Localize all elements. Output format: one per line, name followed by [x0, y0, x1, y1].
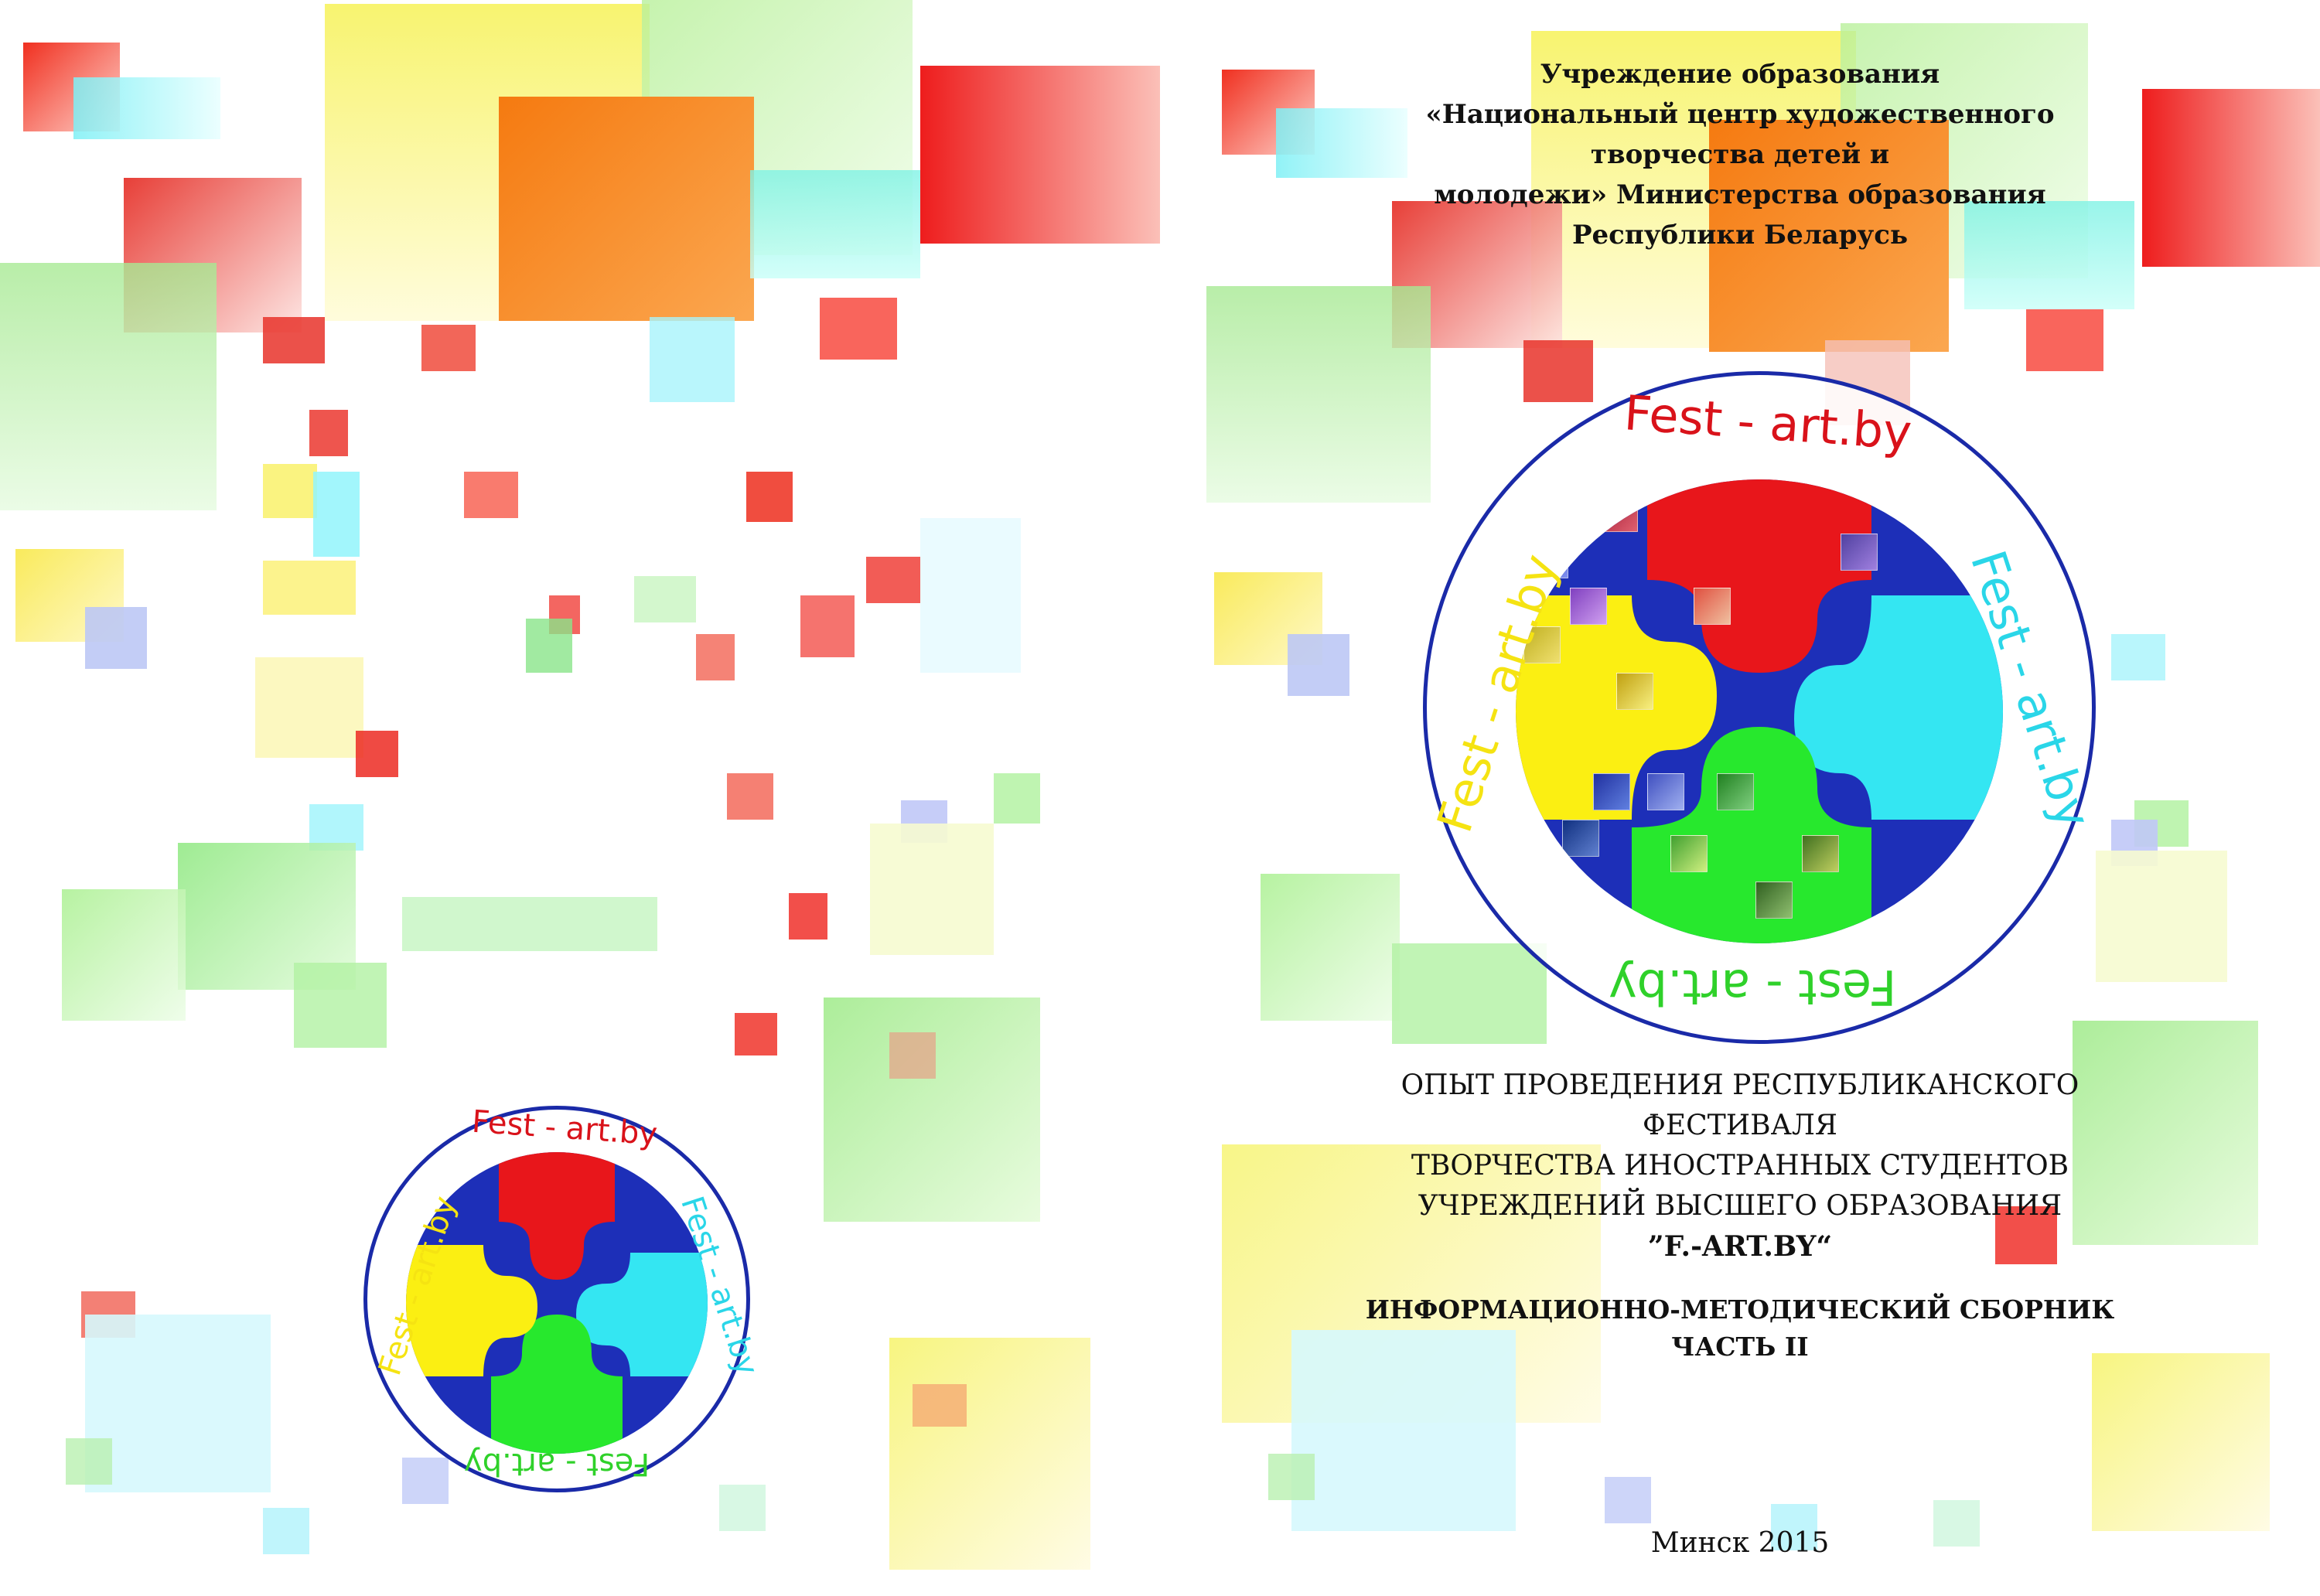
puzzle-graphic — [406, 1152, 708, 1454]
front-cover: Учреждение образования «Национальный цен… — [1160, 0, 2320, 1596]
subtitle-line-1: ИНФОРМАЦИОННО-МЕТОДИЧЕСКИЙ СБОРНИК — [1365, 1294, 2115, 1325]
title-line-3: УЧРЕЖДЕНИЙ ВЫСШЕГО ОБРАЗОВАНИЯ — [1418, 1190, 2062, 1222]
institution-header: Учреждение образования «Национальный цен… — [1346, 54, 2134, 255]
place-year: Минск 2015 — [1650, 1527, 1830, 1559]
photo-thumb — [1601, 495, 1638, 532]
photo-thumb — [1694, 588, 1731, 625]
subtitle-line-2: ЧАСТЬ II — [1671, 1332, 1809, 1362]
photo-thumb — [1616, 673, 1653, 710]
photo-thumb — [1755, 882, 1793, 919]
photo-thumb — [1531, 541, 1568, 578]
institution-line-2: «Национальный центр художественного твор… — [1425, 99, 2055, 170]
logo-text-bottom: Fest - art.by — [1609, 959, 1897, 1015]
publication-subtitle: ИНФОРМАЦИОННО-МЕТОДИЧЕСКИЙ СБОРНИК ЧАСТЬ… — [1315, 1291, 2165, 1366]
photo-thumb — [1523, 626, 1561, 663]
photo-thumb — [1802, 835, 1839, 872]
puzzle-graphic — [1516, 479, 2003, 943]
institution-line-1: Учреждение образования — [1540, 59, 1940, 90]
publication-title: ОПЫТ ПРОВЕДЕНИЯ РЕСПУБЛИКАНСКОГО ФЕСТИВА… — [1315, 1066, 2165, 1267]
fest-art-logo-small: Fest - art.by Fest - art.by Fest - art.b… — [363, 1104, 765, 1492]
logo-text-bottom: Fest - art.by — [464, 1446, 650, 1482]
title-line-2: ТВОРЧЕСТВА ИНОСТРАННЫХ СТУДЕНТОВ — [1411, 1150, 2069, 1182]
photo-thumb — [1562, 820, 1599, 857]
title-line-1: ОПЫТ ПРОВЕДЕНИЯ РЕСПУБЛИКАНСКОГО ФЕСТИВА… — [1401, 1069, 2079, 1141]
photo-thumb — [1841, 534, 1878, 571]
photo-thumb — [1562, 495, 1599, 532]
photo-thumb — [1593, 773, 1630, 810]
photo-thumb — [1570, 588, 1607, 625]
fest-art-logo-large: Fest - art.by Fest - art.by Fest - art.b… — [1423, 371, 2102, 1044]
photo-thumb — [1647, 773, 1684, 810]
photo-thumb — [1670, 835, 1708, 872]
back-cover: Fest - art.by Fest - art.by Fest - art.b… — [0, 0, 1160, 1570]
photo-thumb — [1717, 773, 1754, 810]
institution-line-3: молодежи» Министерства образования Респу… — [1434, 179, 2046, 251]
title-line-4: ”F.-ART.BY“ — [1647, 1230, 1833, 1263]
